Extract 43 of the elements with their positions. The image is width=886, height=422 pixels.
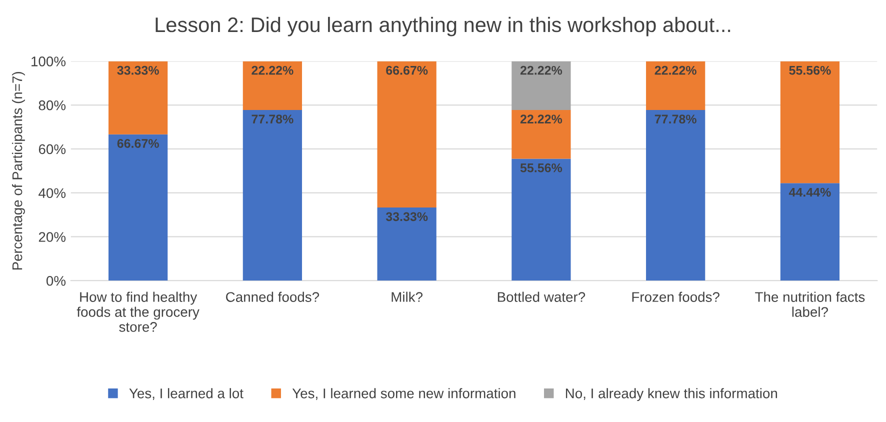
x-tick-label: The nutrition facts label? xyxy=(755,292,865,317)
data-label: 22.22% xyxy=(654,66,696,75)
y-tick-label: 80% xyxy=(38,100,66,110)
data-label: 33.33% xyxy=(386,212,428,222)
y-tick-label: 20% xyxy=(38,232,66,242)
data-label: 22.22% xyxy=(520,66,562,75)
bar xyxy=(646,110,706,281)
x-tick-label: How to find healthy foods at the grocery store? xyxy=(76,292,200,332)
bar xyxy=(780,183,840,281)
legend-label: No, I already knew this information xyxy=(566,388,777,402)
y-tick-label: 60% xyxy=(38,144,66,154)
x-tick-label: Milk? xyxy=(392,292,423,302)
bar xyxy=(242,110,302,281)
y-tick-label: 0% xyxy=(46,276,66,286)
bar xyxy=(377,207,436,281)
data-label: 66.67% xyxy=(386,66,428,75)
x-tick-label: Frozen foods? xyxy=(632,292,720,302)
y-tick-label: 100% xyxy=(32,56,66,66)
bar xyxy=(646,61,706,110)
bar xyxy=(512,61,571,110)
bar xyxy=(512,110,571,159)
bar xyxy=(242,61,302,110)
bar xyxy=(780,61,840,184)
data-label: 33.33% xyxy=(117,66,159,75)
bar xyxy=(512,158,571,281)
y-axis-title: Percentage of Participants (n=7) xyxy=(12,72,25,270)
data-label: 55.56% xyxy=(520,163,562,172)
bar xyxy=(108,134,168,281)
data-label: 55.56% xyxy=(789,66,831,75)
x-tick-label: Canned foods? xyxy=(226,292,320,302)
data-label: 77.78% xyxy=(654,114,696,124)
x-tick-label: Bottled water? xyxy=(498,292,586,302)
data-label: 22.22% xyxy=(520,114,562,124)
data-label: 77.78% xyxy=(252,114,294,124)
data-label: 66.67% xyxy=(117,139,159,148)
legend-label: Yes, I learned some new information xyxy=(292,388,516,400)
bar xyxy=(377,61,436,208)
data-label: 22.22% xyxy=(252,66,294,75)
y-tick-label: 40% xyxy=(38,188,66,198)
chart-title: Lesson 2: Did you learn anything new in this workshop about... xyxy=(156,16,730,36)
data-label: 44.44% xyxy=(788,188,831,197)
legend-label: Yes, I learned a lot xyxy=(129,388,244,400)
bar xyxy=(108,61,168,134)
